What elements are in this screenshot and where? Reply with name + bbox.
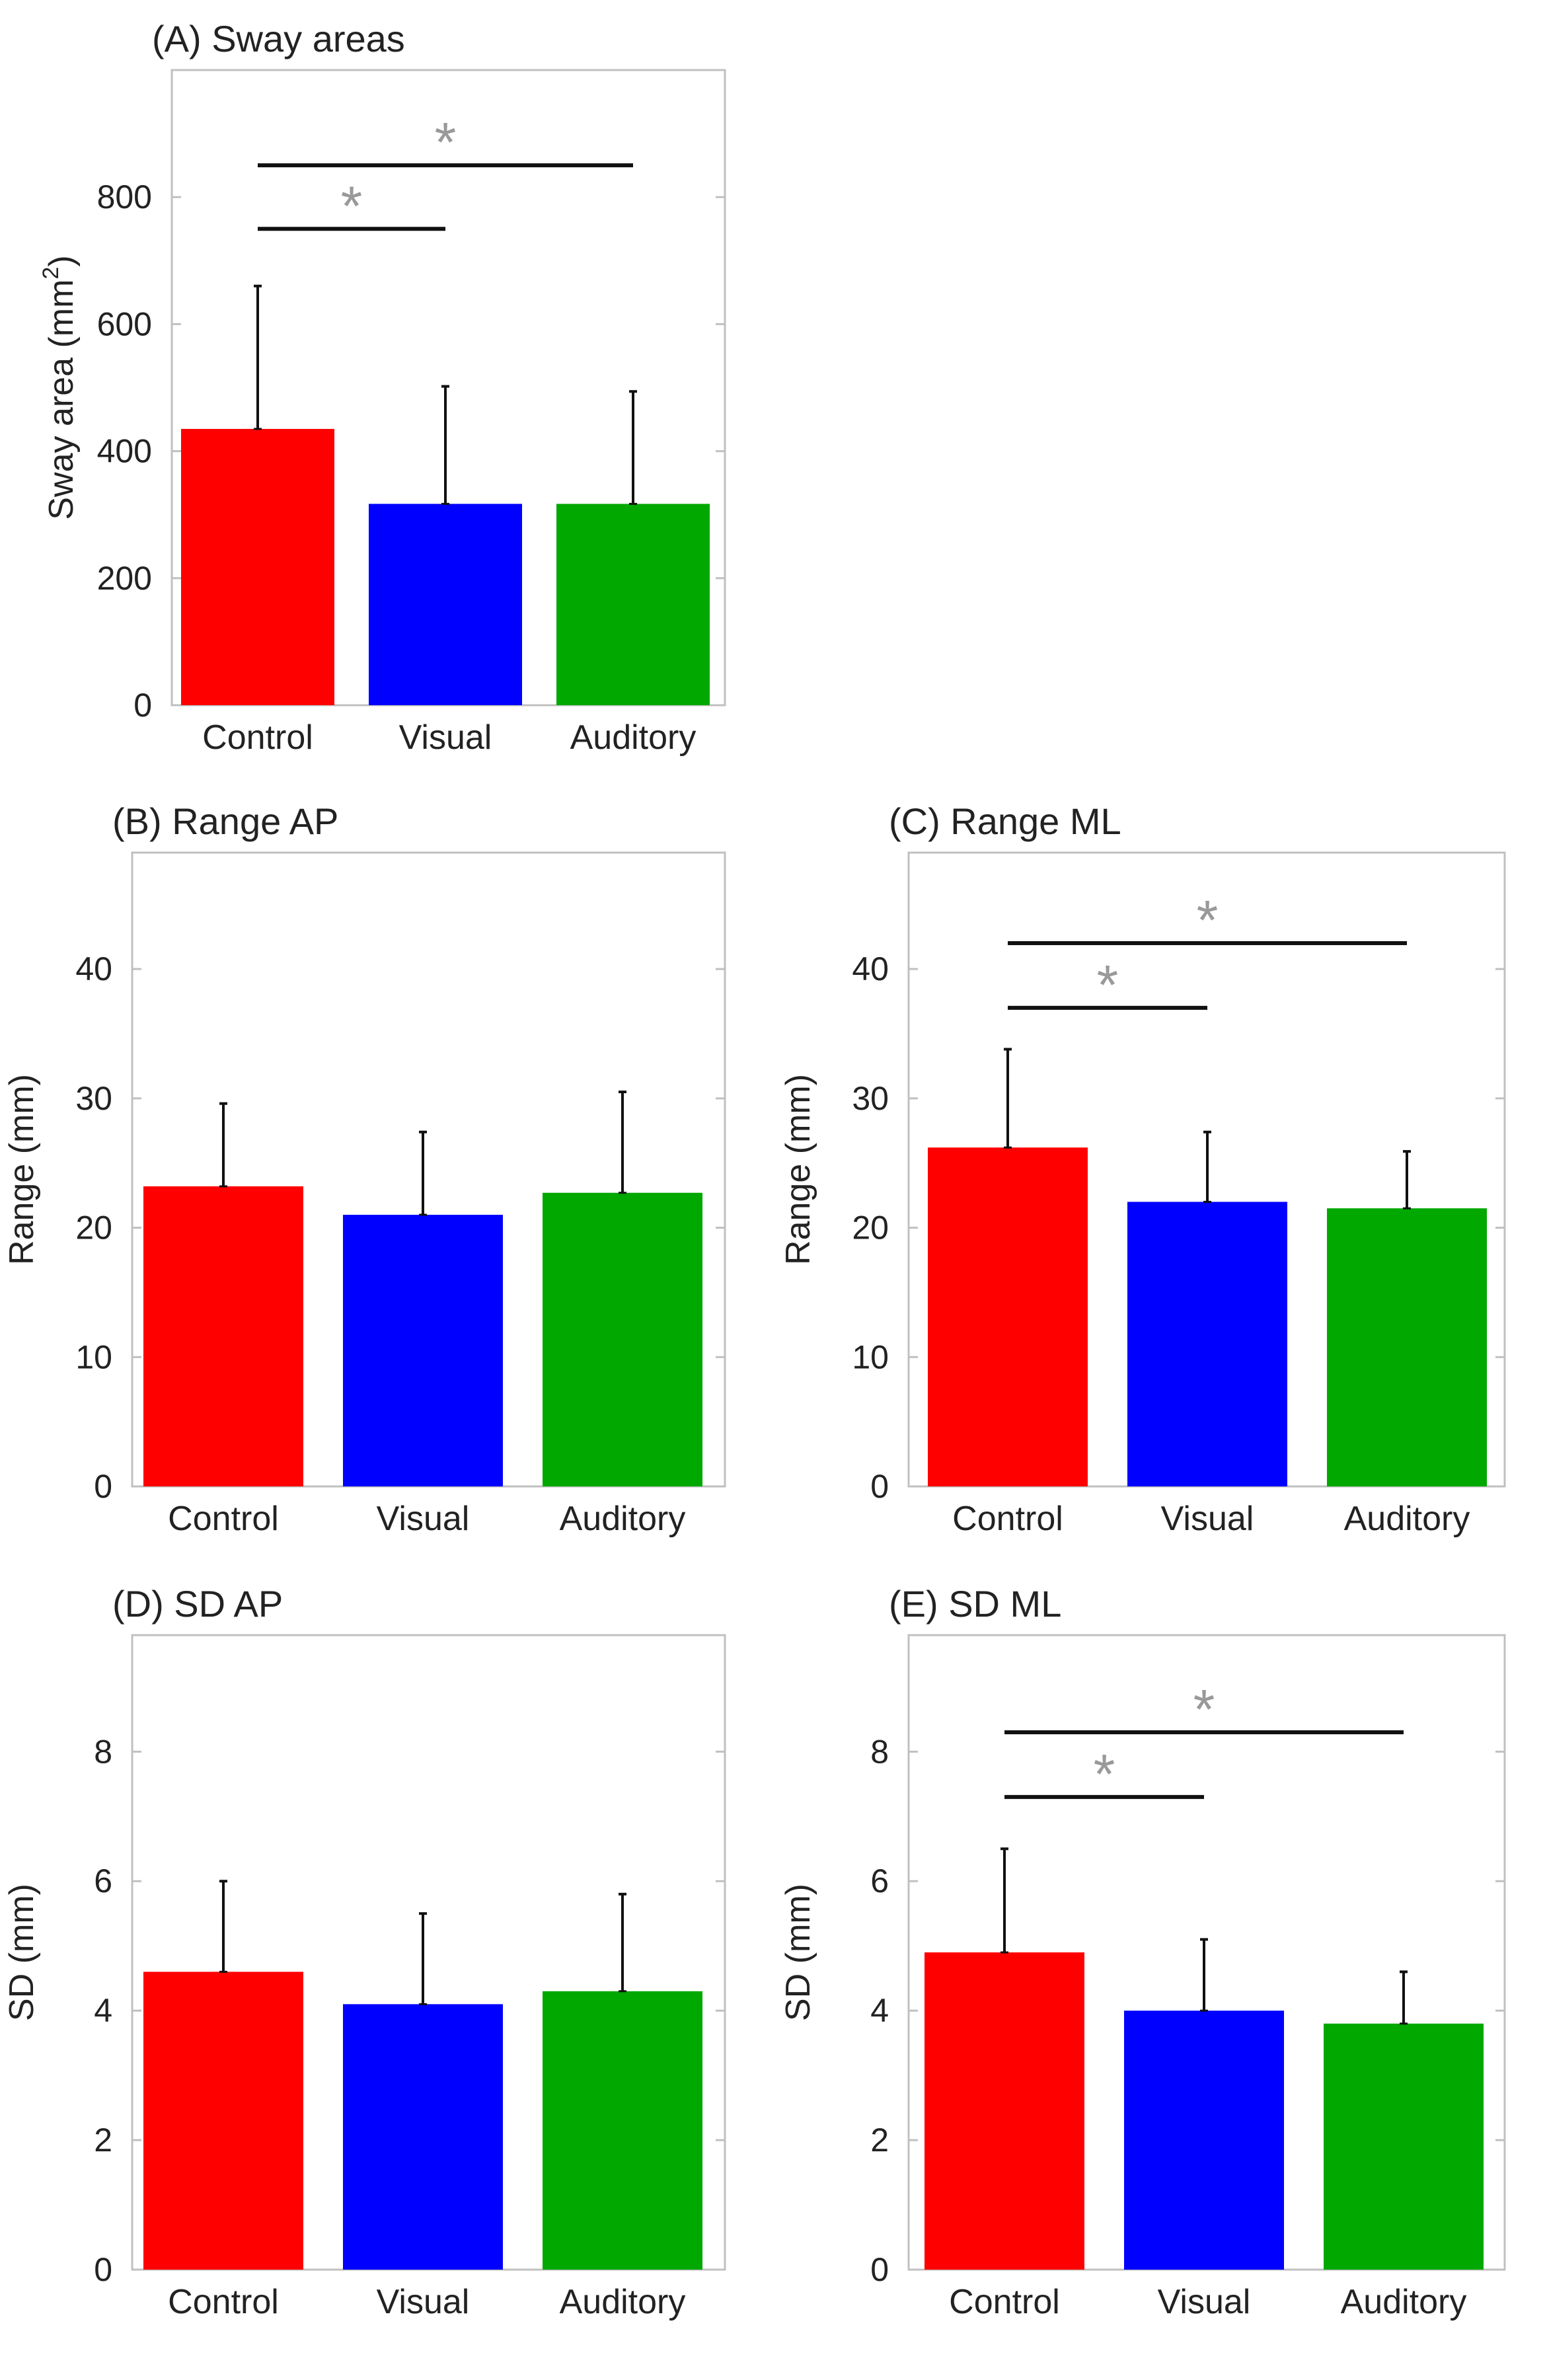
panel-b-bar-auditory: [543, 1192, 702, 1486]
panel-a-ytick-label: 0: [133, 687, 152, 724]
panel-c-category-label: Control: [952, 1500, 1063, 1538]
panel-d: 0 2 4 6 8 Control Visual Auditory (D) SD AP SD (m…: [3, 1583, 726, 2321]
panel-c-significance-star: *: [1197, 889, 1219, 951]
panel-c-ytick-label: 10: [852, 1338, 889, 1375]
panel-e-category-label: Visual: [1158, 2283, 1251, 2321]
panel-a-ytick-label: 800: [97, 178, 152, 215]
panel-a-significance-star: *: [435, 111, 457, 173]
panel-a-bar-control: [181, 428, 334, 705]
panel-b-title: (B) Range AP: [112, 800, 338, 842]
panel-a-category-label: Control: [202, 718, 313, 757]
panel-a-ytick-label: 400: [97, 433, 152, 470]
panel-b-category-label: Control: [168, 1500, 279, 1538]
panel-e-title: (E) SD ML: [889, 1583, 1061, 1625]
panel-d-ytick-label: 0: [94, 2251, 112, 2288]
panel-c-ytick-label: 20: [852, 1209, 889, 1247]
panel-a-category-label: Visual: [399, 718, 492, 757]
panel-c-ytick-label: 0: [870, 1468, 889, 1505]
panel-e-category-label: Auditory: [1341, 2283, 1467, 2321]
panel-a-ylabel: Sway area (mm2): [38, 255, 81, 519]
panel-e-ytick-label: 0: [870, 2251, 889, 2288]
panel-e-ytick-label: 6: [870, 1862, 889, 1900]
panel-c-ylabel: Range (mm): [779, 1074, 817, 1265]
panel-b-category-label: Visual: [377, 1500, 470, 1538]
panel-c-category-label: Visual: [1161, 1500, 1254, 1538]
panel-b-ytick-label: 0: [94, 1468, 112, 1505]
panel-d-title: (D) SD AP: [112, 1583, 283, 1625]
panel-e-bar-auditory: [1324, 2023, 1484, 2270]
panel-a-significance-star: *: [341, 174, 363, 237]
panel-c-category-label: Auditory: [1344, 1500, 1470, 1538]
panel-e-bar-visual: [1124, 2011, 1284, 2270]
panel-c-title: (C) Range ML: [889, 800, 1121, 842]
panel-c-bar-auditory: [1327, 1208, 1487, 1486]
panel-d-bar-control: [143, 1972, 303, 2270]
panel-e-significance-star: *: [1094, 1743, 1115, 1805]
panel-e-category-label: Control: [949, 2283, 1060, 2321]
panel-a-category-label: Auditory: [570, 718, 697, 757]
panel-d-ytick-label: 6: [94, 1862, 112, 1900]
panel-b-bar-control: [143, 1186, 303, 1486]
panel-d-ytick-label: 4: [94, 1992, 112, 2029]
panel-d-category-label: Visual: [377, 2283, 470, 2321]
panel-b-ytick-label: 40: [75, 950, 112, 987]
panel-b-ylabel: Range (mm): [3, 1074, 41, 1265]
panel-b-category-label: Auditory: [560, 1500, 686, 1538]
panel-c-significance-star: *: [1097, 954, 1119, 1016]
panel-b-bar-visual: [343, 1215, 503, 1486]
panel-c-bar-visual: [1127, 1202, 1287, 1486]
panel-e-bar-control: [924, 1952, 1084, 2270]
panel-a-bar-visual: [369, 504, 522, 705]
panel-a-title: (A) Sway areas: [152, 18, 405, 59]
panel-b-ytick-label: 30: [75, 1080, 112, 1117]
panel-d-category-label: Auditory: [560, 2283, 686, 2321]
panel-a: 0 200 400 600 800 Control Visual Auditory * * (A) …: [38, 18, 726, 757]
panel-e-ytick-label: 4: [870, 1992, 889, 2029]
panel-d-category-label: Control: [168, 2283, 279, 2321]
panel-d-ylabel: SD (mm): [3, 1884, 41, 2021]
panel-d-bar-visual: [343, 2004, 503, 2270]
panel-c-ytick-label: 30: [852, 1080, 889, 1117]
panel-e: 0 2 4 6 8 Control Visual Auditory * * (E) SD ML SD …: [779, 1583, 1506, 2321]
panel-e-ytick-label: 8: [870, 1733, 889, 1770]
panel-a-ytick-label: 600: [97, 305, 152, 342]
panel-c-bar-control: [928, 1147, 1088, 1486]
panel-e-significance-star: *: [1193, 1678, 1215, 1740]
panel-d-bar-auditory: [543, 1991, 702, 2270]
panel-d-ytick-label: 2: [94, 2122, 112, 2159]
panel-e-ytick-label: 2: [870, 2122, 889, 2159]
panel-b-ytick-label: 20: [75, 1209, 112, 1247]
panel-b-ytick-label: 10: [75, 1338, 112, 1375]
panel-a-ytick-label: 200: [97, 560, 152, 597]
panel-d-ytick-label: 8: [94, 1733, 112, 1770]
panel-c: 0 10 20 30 40 Control Visual Auditory * * (C) Rang…: [779, 800, 1506, 1538]
panel-b: 0 10 20 30 40 Control Visual Auditory (B) Range …: [3, 800, 726, 1538]
panel-c-ytick-label: 40: [852, 950, 889, 987]
panel-a-bar-auditory: [556, 504, 710, 705]
panel-e-ylabel: SD (mm): [779, 1884, 817, 2021]
